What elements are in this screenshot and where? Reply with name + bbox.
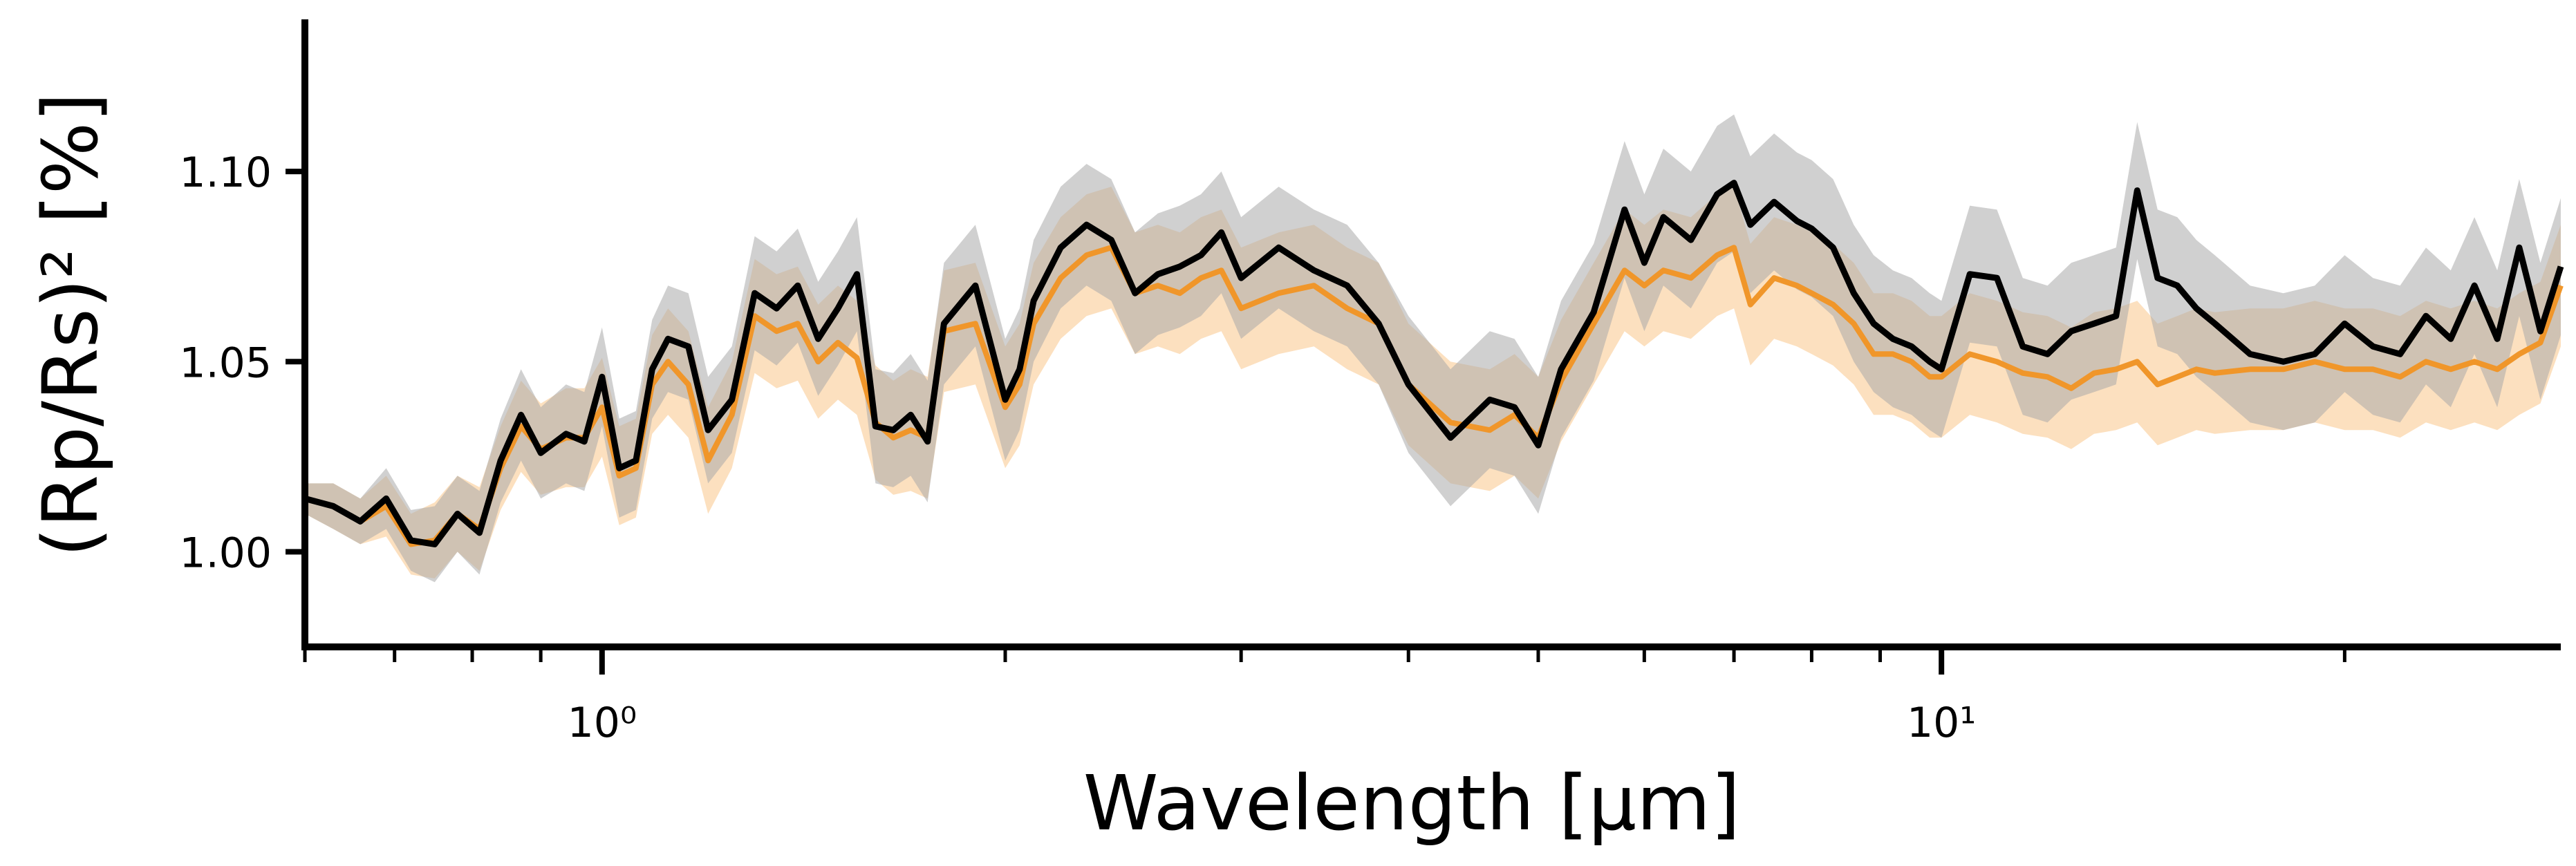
x-axis-label: Wavelength [μm] xyxy=(1083,759,1740,847)
series-lines xyxy=(304,180,2564,547)
y-axis-label: (Rp/Rs)² [%] xyxy=(26,93,115,557)
uncertainty-bands xyxy=(305,114,2561,583)
x-tick-label-0: 10⁰ xyxy=(568,699,637,747)
x-tick-label-1: 10¹ xyxy=(1907,699,1976,747)
series-1-band xyxy=(305,114,2561,583)
y-tick-label-2: 1.10 xyxy=(179,149,272,197)
y-tick-label-0: 1.00 xyxy=(179,529,272,577)
series-1-line xyxy=(304,180,2564,547)
y-ticks: 1.00 1.05 1.10 xyxy=(179,149,305,577)
y-tick-label-1: 1.05 xyxy=(179,339,272,387)
axes xyxy=(301,19,2561,650)
x-ticks: 10⁰ 10¹ xyxy=(303,647,2346,747)
